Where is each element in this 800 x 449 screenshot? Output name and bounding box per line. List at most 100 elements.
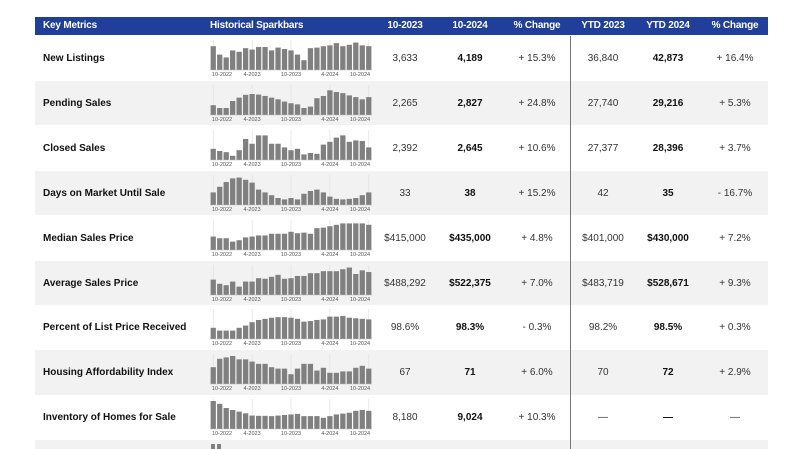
sparkbar: [281, 233, 288, 250]
sparkbar: [243, 138, 249, 160]
sparkbar-chart: 10-2022 4-2023 10-2023 4-2024 10-2024: [210, 174, 372, 213]
sparkbar: [320, 417, 327, 430]
month-change: + 15.3%: [518, 53, 556, 64]
sparkbar: [359, 269, 365, 295]
sparkbar: [236, 359, 242, 385]
header-ytd-change: % Change: [711, 20, 759, 31]
value-10-2023: 3,633: [392, 53, 418, 64]
metric-label: Percent of List Price Received: [43, 322, 187, 334]
sparkbar: [288, 50, 294, 70]
table-row: Pending Sales 2,265 2,827 + 24.8% 27,740 29,2…: [35, 80, 768, 126]
table-row-partial: [35, 440, 768, 449]
value-ytd-2024: $430,000: [647, 232, 689, 244]
sparkbar: [275, 143, 281, 160]
sparkbar-tick-label: 10-2024: [350, 431, 370, 437]
sparkbar: [340, 413, 346, 430]
sparkbar: [255, 416, 262, 430]
sparkbar: [243, 413, 249, 430]
table-row: Closed Sales 2,392 2,645 + 10.6% 27,377 28,39…: [35, 126, 768, 171]
ytd-change: + 16.4%: [716, 53, 754, 64]
sparkbar-tick-label: 10-2022: [212, 207, 232, 213]
sparkbar: [359, 45, 365, 70]
sparkbar: [230, 410, 236, 430]
sparkbar: [288, 231, 294, 250]
sparkbar: [243, 94, 249, 115]
sparkbar-tick-label: 10-2022: [212, 386, 232, 392]
metric-label: Days on Market Until Sale: [43, 187, 166, 199]
sparkbar: [236, 51, 242, 70]
sparkbar: [268, 50, 275, 70]
sparkbar: [268, 194, 275, 205]
sparkbar: [333, 137, 339, 160]
sparkbar-tick-label: 10-2022: [212, 162, 232, 168]
sparkbar: [230, 155, 236, 160]
sparkbar: [275, 233, 281, 250]
sparkbar: [210, 192, 216, 205]
sparkbar: [327, 316, 333, 340]
sparkbar: [314, 320, 320, 340]
sparkbar: [217, 237, 223, 250]
sparkbar-tick-label: 10-2024: [350, 341, 370, 347]
value-10-2023: 2,265: [392, 97, 418, 109]
sparkbar: [275, 47, 281, 70]
sparkbar: [320, 270, 327, 295]
sparkbar: [340, 222, 346, 250]
sparkbar: [210, 148, 216, 160]
sparkbar: [223, 181, 229, 205]
sparkbar: [230, 330, 236, 340]
sparkbar: [294, 414, 301, 430]
sparkbar-tick-label: 4-2024: [321, 72, 338, 78]
ytd-change: - 16.7%: [717, 187, 753, 199]
sparkbar-tick-label: 10-2022: [212, 341, 232, 347]
value-10-2024: $522,375: [449, 277, 491, 289]
sparkbar: [255, 277, 262, 295]
sparkbar-chart: 10-2022 4-2023 10-2023 4-2024 10-2024: [210, 354, 372, 392]
sparkbar-tick-label: 10-2022: [212, 117, 232, 123]
sparkbar: [346, 141, 352, 160]
sparkbar: [359, 366, 365, 385]
value-ytd-2023: —: [598, 412, 608, 424]
sparkbar: [275, 99, 281, 115]
sparkbar: [275, 274, 281, 295]
sparkbar: [314, 189, 320, 205]
sparkbar-tick-label: 4-2023: [244, 386, 261, 392]
value-ytd-2024: 35: [662, 187, 674, 199]
month-change: + 6.0%: [521, 367, 553, 379]
sparkbar-tick-label: 10-2023: [281, 341, 301, 347]
sparkbar: [268, 97, 275, 115]
sparkbar-tick-label: 10-2023: [281, 207, 301, 213]
value-10-2024: $435,000: [449, 232, 491, 244]
sparkbar-tick-label: 10-2022: [212, 252, 232, 258]
sparkbar: [346, 222, 352, 250]
sparkbar: [236, 97, 242, 115]
sparkbar: [281, 415, 288, 430]
sparkbar: [268, 233, 275, 250]
header-key-metrics: Key Metrics: [43, 20, 97, 31]
metric-label: Median Sales Price: [43, 232, 134, 244]
table-row: Median Sales Price $415,000 $435,000 + 4.8%…: [35, 216, 768, 261]
sparkbar: [236, 286, 242, 295]
sparkbar: [294, 319, 301, 340]
sparkbar: [262, 47, 268, 70]
sparkbar: [262, 278, 268, 295]
sparkbar: [359, 410, 365, 430]
sparkbar: [255, 320, 262, 340]
sparkbar: [294, 368, 301, 385]
column-divider: [570, 36, 571, 449]
sparkbar-chart: 10-2022 4-2023 10-2023 4-2024 10-2024: [210, 40, 372, 78]
table-row: Housing Affordability Index 67 71 + 6.0% 70 7…: [35, 350, 768, 395]
sparkbar: [255, 235, 262, 250]
sparkbar: [210, 279, 216, 295]
month-change: - 0.3%: [522, 322, 552, 334]
sparkbar: [333, 91, 339, 115]
sparkbar: [288, 277, 294, 295]
sparkbar: [314, 98, 320, 115]
sparkbar: [210, 105, 216, 115]
sparkbar: [366, 96, 372, 115]
sparkbar: [236, 328, 242, 340]
sparkbar: [314, 370, 320, 385]
value-ytd-2024: 72: [662, 367, 674, 379]
sparkbar: [243, 179, 249, 205]
sparkbar: [327, 225, 333, 250]
sparkbar-tick-label: 10-2022: [212, 431, 232, 437]
